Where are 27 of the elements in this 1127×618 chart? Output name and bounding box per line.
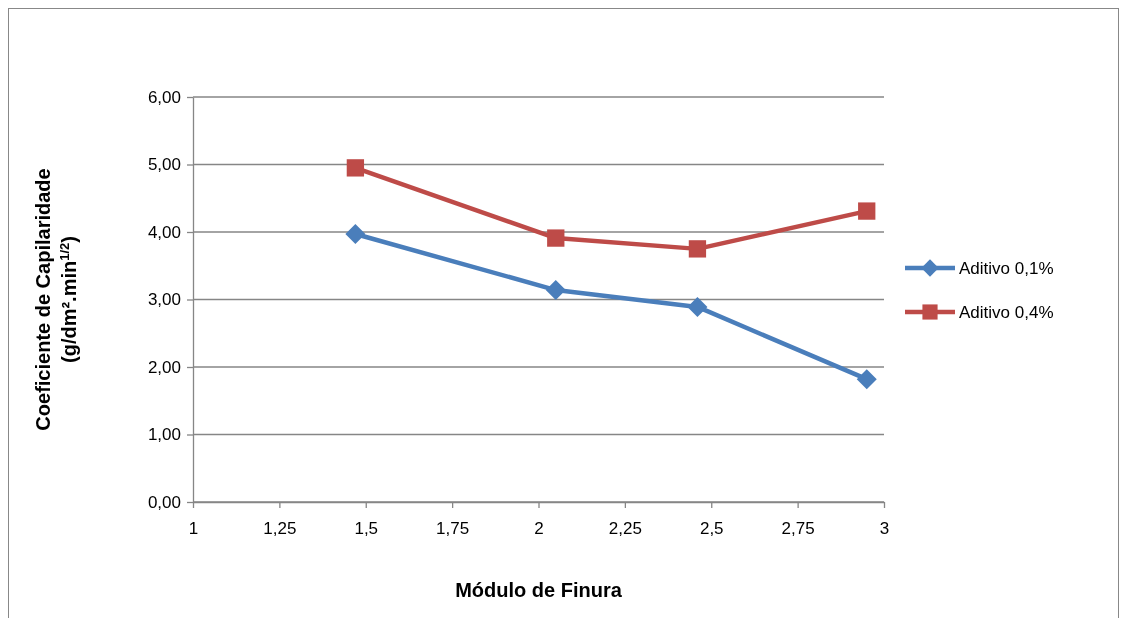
point [858, 202, 876, 220]
point [856, 369, 877, 390]
x-tick-label: 2 [534, 519, 544, 539]
y-tick-label: 5,00 [147, 155, 181, 175]
x-tick-label: 1,5 [354, 519, 379, 539]
legend-label: Aditivo 0,1% [959, 259, 1054, 278]
legend-label: Aditivo 0,4% [959, 303, 1054, 322]
point [545, 280, 566, 301]
x-tick-label: 2,5 [699, 519, 724, 539]
y-tick-label: 3,00 [147, 290, 181, 310]
point [688, 240, 707, 258]
point [547, 229, 565, 247]
y-tick-label: 2,00 [147, 357, 181, 377]
x-axis-title: Módulo de Finura [455, 579, 623, 601]
x-tick-label: 1,25 [263, 519, 297, 539]
x-tick-label: 2,25 [608, 519, 642, 539]
y-tick-label: 0,00 [147, 492, 181, 512]
point [687, 296, 708, 317]
x-tick-label: 1 [188, 519, 199, 539]
x-tick-label: 2,75 [781, 519, 815, 539]
x-tick-label: 1,75 [436, 519, 470, 539]
x-tick-label: 3 [879, 519, 890, 539]
point [345, 224, 366, 245]
point [346, 159, 365, 177]
y-tick-label: 6,00 [147, 87, 181, 107]
y-tick-label: 4,00 [147, 222, 181, 242]
y-tick-label: 1,00 [147, 425, 181, 445]
